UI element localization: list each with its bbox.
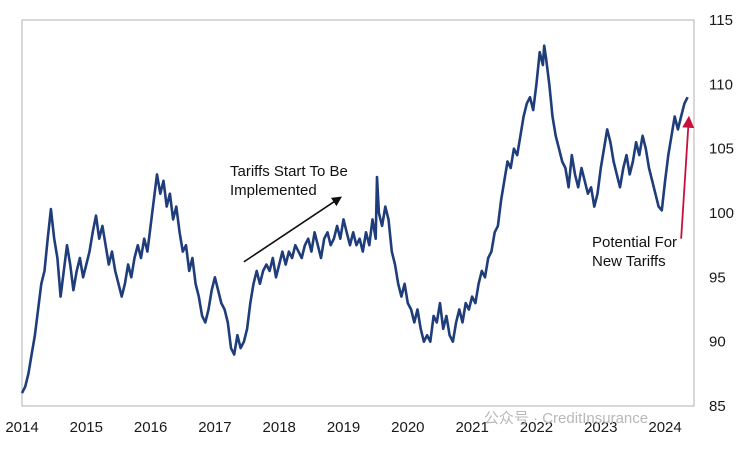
y-tick-label: 95 xyxy=(709,269,726,286)
annotation-text: Potential For xyxy=(592,234,677,251)
x-tick-label: 2020 xyxy=(391,419,424,436)
x-axis-ticks: 2014 2015 2016 2017 2018 2019 2020 2021 2022 2023… xyxy=(5,419,681,436)
plot-frame xyxy=(21,19,695,407)
series-line-0 xyxy=(20,44,689,394)
y-tick-label: 105 xyxy=(709,141,734,158)
x-tick-label: 2023 xyxy=(584,419,617,436)
x-tick-label: 2015 xyxy=(70,419,103,436)
y-tick-label: 90 xyxy=(709,334,726,351)
y-tick-label: 110 xyxy=(709,76,733,93)
annotation-text: Tariffs Start To Be xyxy=(230,163,348,180)
y-tick-label: 85 xyxy=(709,398,726,415)
x-tick-label: 2019 xyxy=(327,419,360,436)
y-tick-label: 115 xyxy=(709,12,733,29)
x-tick-label: 2022 xyxy=(520,419,553,436)
x-tick-label: 2014 xyxy=(5,419,38,436)
y-tick-label: 100 xyxy=(709,205,734,222)
annotation-text: New Tariffs xyxy=(592,253,666,270)
x-tick-label: 2016 xyxy=(134,419,167,436)
annotations: Tariffs Start To Be Implemented Potential … xyxy=(230,115,695,270)
watermark-text: 公众号 · CreditInsurance xyxy=(484,410,648,427)
x-tick-label: 2018 xyxy=(263,419,296,436)
annotation-arrow xyxy=(680,115,695,239)
series-layer xyxy=(20,44,689,394)
x-tick-label: 2024 xyxy=(648,419,681,436)
annotation-arrow xyxy=(243,196,342,263)
x-tick-label: 2021 xyxy=(455,419,488,436)
x-tick-label: 2017 xyxy=(198,419,231,436)
y-axis-ticks: 85 90 95 100 105 110 115 xyxy=(709,12,734,415)
annotation-text: Implemented xyxy=(230,182,317,199)
